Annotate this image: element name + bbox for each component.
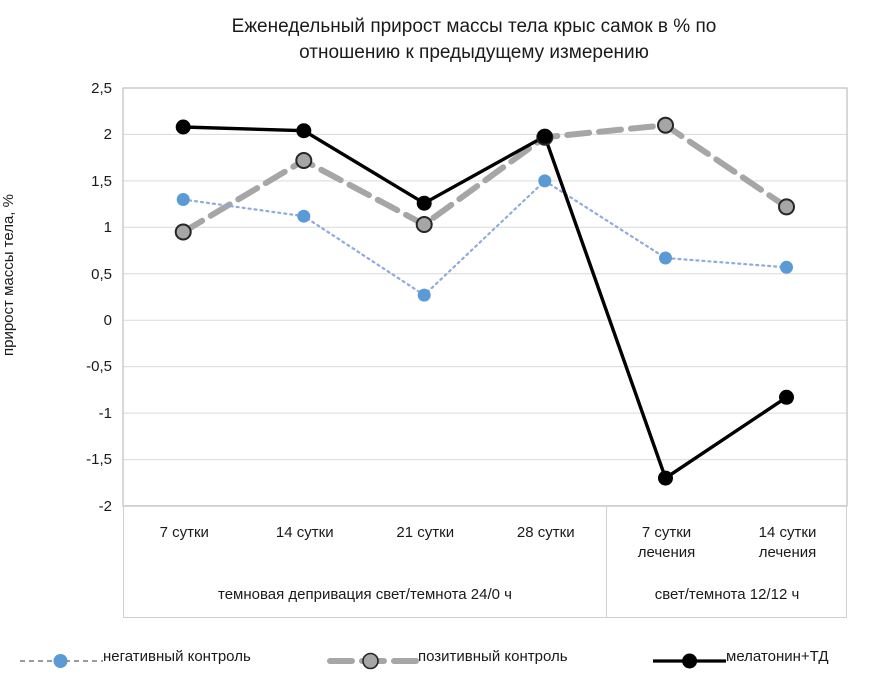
svg-text:0: 0	[104, 312, 112, 329]
svg-text:-2: -2	[99, 498, 112, 515]
svg-text:-1,5: -1,5	[86, 451, 112, 468]
svg-text:0,5: 0,5	[91, 266, 112, 283]
svg-text:2: 2	[104, 126, 112, 143]
svg-text:1: 1	[104, 219, 112, 236]
svg-text:-0,5: -0,5	[86, 358, 112, 375]
svg-text:2,5: 2,5	[91, 80, 112, 97]
svg-text:1,5: 1,5	[91, 173, 112, 190]
svg-text:-1: -1	[99, 405, 112, 422]
